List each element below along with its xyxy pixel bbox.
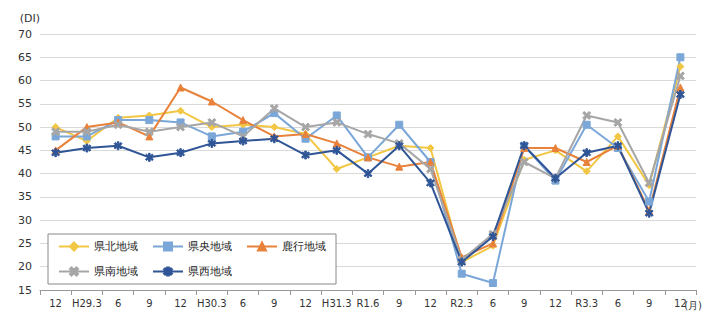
svg-text:県北地域: 県北地域 — [94, 240, 138, 253]
svg-text:H30.3: H30.3 — [197, 298, 227, 309]
svg-text:12: 12 — [174, 298, 187, 309]
svg-text:6: 6 — [490, 298, 496, 309]
svg-text:12: 12 — [299, 298, 312, 309]
svg-text:9: 9 — [146, 298, 152, 309]
svg-text:R3.3: R3.3 — [575, 298, 598, 309]
svg-text:6: 6 — [240, 298, 246, 309]
svg-text:55: 55 — [18, 97, 32, 110]
svg-text:県西地域: 県西地域 — [188, 265, 232, 278]
svg-text:25: 25 — [18, 237, 32, 250]
svg-text:12: 12 — [674, 298, 687, 309]
svg-text:35: 35 — [18, 190, 32, 203]
svg-text:70: 70 — [18, 28, 32, 41]
svg-text:12: 12 — [424, 298, 437, 309]
svg-text:65: 65 — [18, 51, 32, 64]
svg-text:20: 20 — [18, 260, 32, 273]
svg-text:H31.3: H31.3 — [322, 298, 352, 309]
svg-text:30: 30 — [18, 214, 32, 227]
svg-text:9: 9 — [396, 298, 402, 309]
svg-text:H29.3: H29.3 — [72, 298, 102, 309]
svg-text:6: 6 — [615, 298, 621, 309]
svg-text:40: 40 — [18, 167, 32, 180]
svg-text:鹿行地域: 鹿行地域 — [282, 240, 326, 253]
svg-text:45: 45 — [18, 144, 32, 157]
svg-text:15: 15 — [18, 284, 32, 297]
svg-text:R2.3: R2.3 — [450, 298, 473, 309]
svg-text:県央地域: 県央地域 — [188, 240, 232, 253]
svg-text:9: 9 — [271, 298, 277, 309]
svg-text:(DI): (DI) — [20, 12, 40, 25]
svg-text:県南地域: 県南地域 — [94, 265, 138, 278]
svg-text:6: 6 — [115, 298, 121, 309]
svg-text:12: 12 — [549, 298, 562, 309]
svg-text:12: 12 — [49, 298, 62, 309]
svg-text:9: 9 — [521, 298, 527, 309]
svg-text:50: 50 — [18, 121, 32, 134]
svg-text:R1.6: R1.6 — [357, 298, 380, 309]
svg-text:9: 9 — [646, 298, 652, 309]
svg-text:60: 60 — [18, 74, 32, 87]
svg-text:(月): (月) — [684, 300, 702, 311]
